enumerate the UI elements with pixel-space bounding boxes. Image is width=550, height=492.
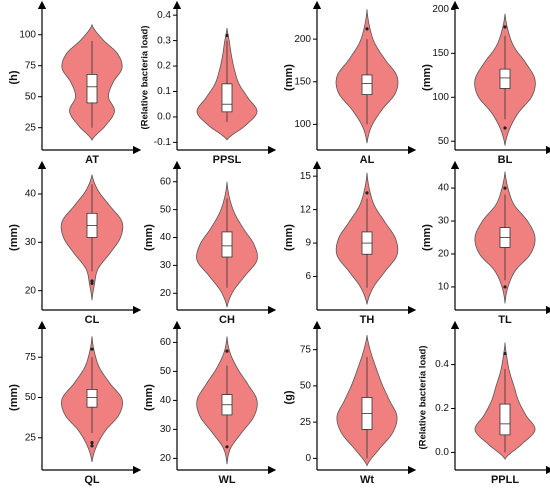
- outlier: [90, 347, 94, 351]
- y-tick-label: 20: [160, 288, 172, 299]
- y-tick-label: 150: [294, 76, 311, 87]
- y-tick-label: 75: [300, 344, 312, 355]
- y-tick-label: 20: [438, 249, 450, 260]
- y-axis-label: (Relative bacteria load): [140, 25, 151, 129]
- y-tick-label: 75: [25, 352, 37, 363]
- y-tick-label: 6: [305, 271, 311, 282]
- y-tick-label: 50: [300, 381, 312, 392]
- box: [86, 389, 98, 408]
- y-axis-label: (g): [283, 390, 295, 404]
- y-tick-label: 100: [432, 92, 449, 103]
- y-tick-label: 60: [160, 176, 172, 187]
- x-axis-label: TL: [498, 314, 512, 326]
- y-tick-label: 30: [25, 237, 37, 248]
- y-axis-label: (mm): [283, 224, 295, 251]
- outlier: [90, 441, 94, 445]
- x-axis-label: AL: [360, 154, 375, 166]
- y-tick-label: 200: [294, 34, 311, 45]
- y-tick-label: 20: [25, 285, 37, 296]
- y-tick-label: 40: [25, 189, 37, 200]
- y-tick-label: 15: [300, 171, 312, 182]
- x-axis-label: Wt: [360, 474, 374, 486]
- y-axis-label: (mm): [143, 224, 155, 251]
- y-tick-label: 0.2: [157, 61, 171, 72]
- outlier: [225, 33, 229, 38]
- y-axis-label: (mm): [143, 384, 155, 411]
- y-tick-label: 30: [160, 424, 172, 435]
- box: [86, 74, 98, 104]
- y-tick-label: 10: [438, 282, 450, 293]
- box: [499, 403, 511, 436]
- y-tick-label: 40: [160, 232, 172, 243]
- x-axis-label: BL: [498, 154, 513, 166]
- y-tick-label: 100: [19, 29, 36, 40]
- y-axis-label: (mm): [421, 64, 433, 91]
- y-tick-label: 0.1: [157, 86, 171, 97]
- y-axis-label: (Relative bacteria load): [418, 345, 429, 449]
- y-tick-label: 50: [438, 136, 450, 147]
- y-tick-label: 0.0: [435, 447, 449, 458]
- outlier: [503, 186, 507, 190]
- y-tick-label: 200: [432, 4, 449, 15]
- box: [221, 231, 233, 258]
- y-tick-label: 50: [25, 392, 37, 403]
- y-axis-label: (mm): [8, 384, 20, 411]
- y-axis-label: (mm): [283, 64, 295, 91]
- x-axis-label: CH: [219, 314, 235, 326]
- x-axis-label: QL: [84, 474, 100, 486]
- y-tick-label: 25: [25, 432, 37, 443]
- y-tick-label: 50: [160, 204, 172, 215]
- outlier: [90, 281, 94, 286]
- y-tick-label: 40: [160, 395, 172, 406]
- y-tick-label: 150: [432, 48, 449, 59]
- y-tick-label: 30: [438, 216, 450, 227]
- y-tick-label: 30: [160, 260, 172, 271]
- y-tick-label: 12: [300, 204, 312, 215]
- y-tick-label: 25: [25, 122, 37, 133]
- x-axis-label: CL: [85, 314, 100, 326]
- y-tick-label: 50: [25, 91, 37, 102]
- outlier: [90, 444, 94, 448]
- outlier: [365, 191, 369, 195]
- outlier: [503, 351, 507, 356]
- outlier: [225, 445, 229, 449]
- x-axis-label: WL: [218, 474, 235, 486]
- y-axis-label: (h): [8, 70, 20, 84]
- y-tick-label: 9: [305, 238, 311, 249]
- y-tick-label: 0.2: [435, 403, 449, 414]
- outlier: [503, 25, 507, 29]
- y-tick-label: -0.1: [154, 137, 172, 148]
- y-axis-label: (mm): [8, 224, 20, 251]
- y-tick-label: 25: [300, 417, 312, 428]
- box: [499, 68, 511, 89]
- y-tick-label: 100: [294, 119, 311, 130]
- outlier: [225, 349, 229, 353]
- outlier: [90, 279, 94, 283]
- outlier: [503, 126, 507, 130]
- y-tick-label: 0.4: [157, 10, 171, 21]
- y-tick-label: 0.4: [435, 359, 449, 370]
- box: [361, 74, 373, 95]
- x-axis-label: TH: [360, 314, 375, 326]
- y-tick-label: 0: [305, 453, 311, 464]
- y-tick-label: 40: [438, 183, 450, 194]
- y-axis-label: (mm): [421, 224, 433, 251]
- x-axis-label: AT: [85, 154, 99, 166]
- outlier: [503, 285, 507, 289]
- y-tick-label: 0.0: [157, 112, 171, 123]
- y-tick-label: 20: [160, 453, 172, 464]
- x-axis-label: PPSL: [213, 154, 242, 166]
- y-tick-label: 75: [25, 60, 37, 71]
- y-tick-label: 60: [160, 337, 172, 348]
- x-axis-label: PPLL: [491, 474, 519, 486]
- outlier: [365, 27, 369, 31]
- y-tick-label: 0.3: [157, 35, 171, 46]
- box: [221, 83, 233, 113]
- y-tick-label: 50: [160, 366, 172, 377]
